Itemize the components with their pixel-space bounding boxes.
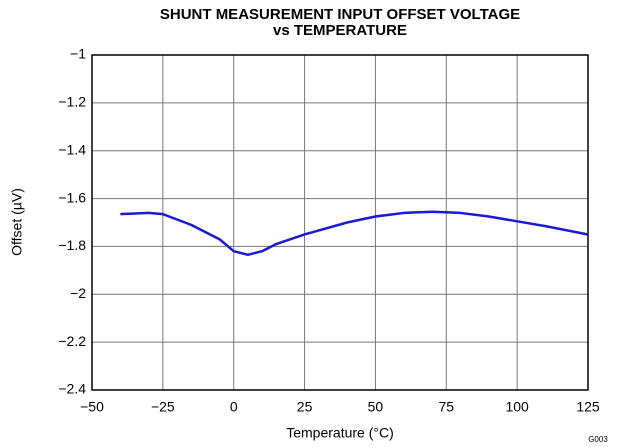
y-tick-label: −1.8 [58,237,86,253]
y-tick-label: −2 [70,285,86,301]
x-tick-label: −50 [80,399,104,415]
y-tick-label: −2.4 [58,381,86,397]
x-tick-label: 50 [368,399,384,415]
y-tick-label: −2.2 [58,333,86,349]
plot-frame [91,54,589,391]
x-tick-label: 75 [438,399,454,415]
x-tick-label: 0 [230,399,238,415]
x-axis-label: Temperature (°C) [286,425,394,441]
y-tick-label: −1.4 [58,141,86,157]
x-tick-label: 25 [297,399,313,415]
chart-title: vs TEMPERATURE [273,22,407,39]
y-axis-label: Offset (µV) [9,188,25,256]
y-tick-label: −1 [70,46,86,62]
line-series [120,210,589,257]
y-tick-label: −1.6 [58,189,86,205]
figure-code: G003 [588,435,608,444]
y-tick-label: −1.2 [58,94,86,110]
x-tick-label: 100 [505,399,529,415]
chart-title: SHUNT MEASUREMENT INPUT OFFSET VOLTAGE [160,6,520,23]
x-tick-label: 125 [576,399,600,415]
x-tick-label: −25 [151,399,175,415]
